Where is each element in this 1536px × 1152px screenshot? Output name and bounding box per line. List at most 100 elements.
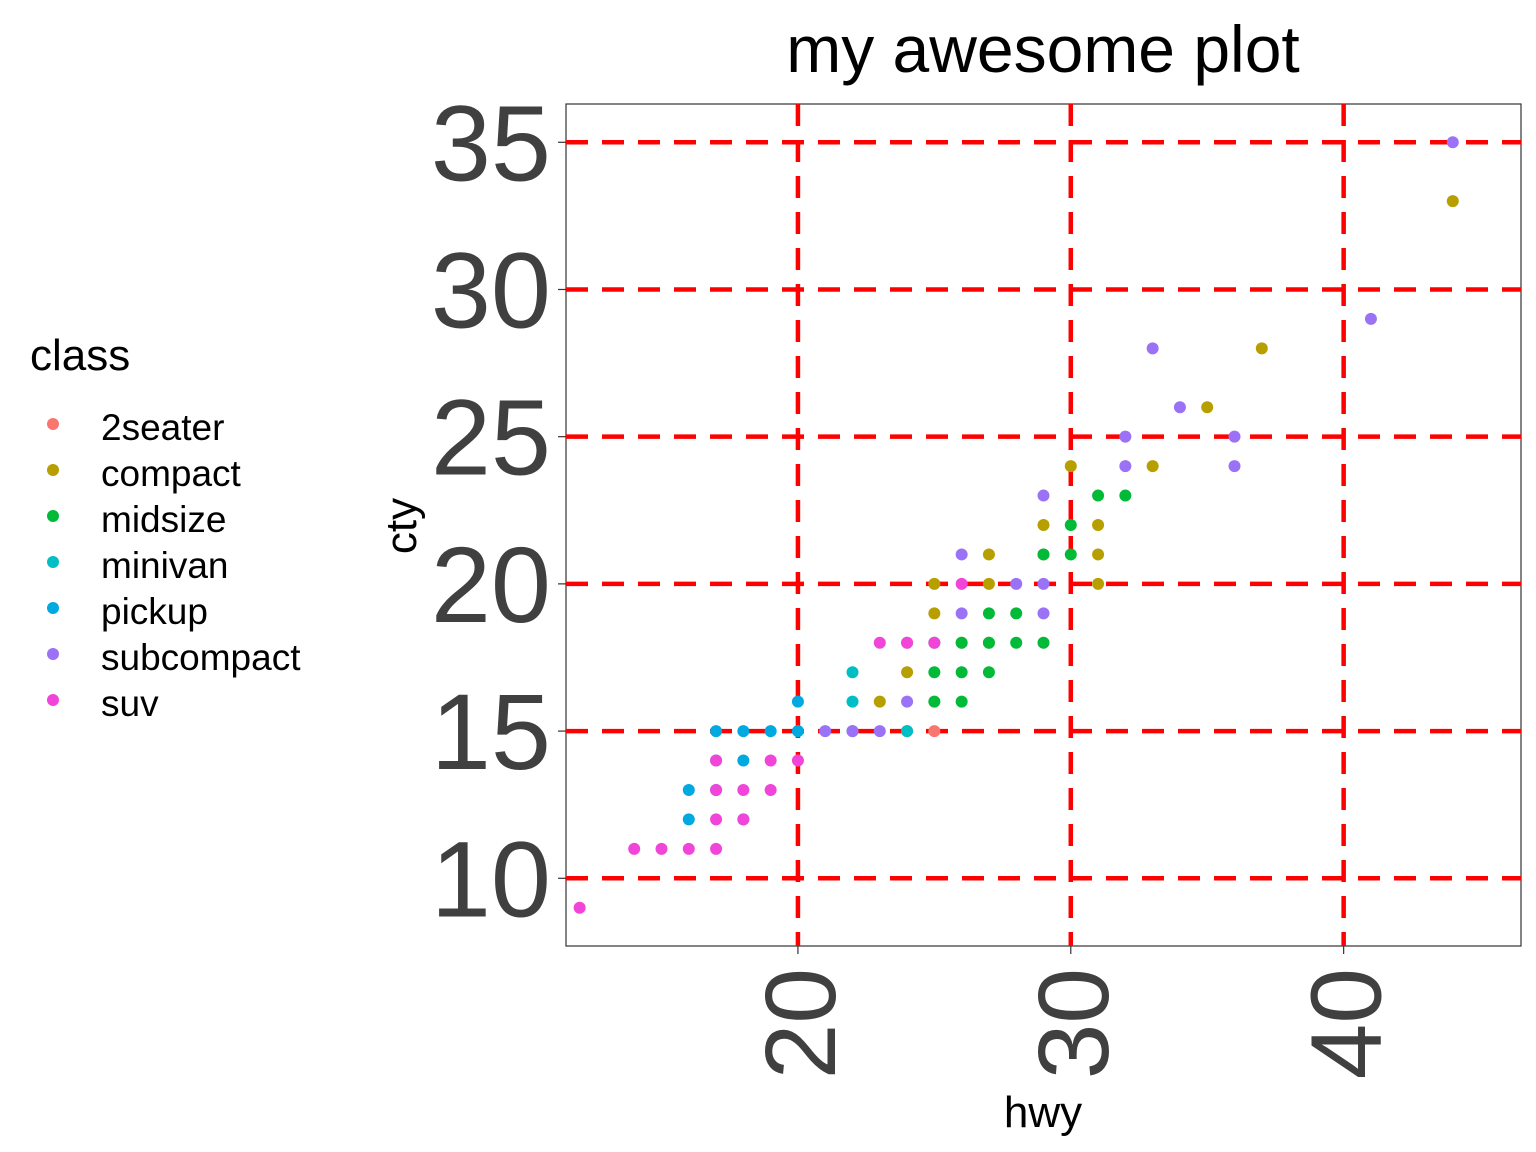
data-point-compact [982, 577, 995, 590]
legend-key-compact [47, 464, 59, 476]
data-point-suv [710, 783, 723, 796]
data-point-suv [737, 783, 750, 796]
data-point-suv [901, 636, 914, 649]
data-point-suv [764, 783, 777, 796]
legend-key-pickup [47, 602, 59, 614]
legend-label-compact: compact [101, 453, 242, 494]
y-axis-ticks: 10 15 20 25 30 35 [431, 82, 566, 939]
legend-key-2seater [47, 418, 59, 430]
data-point-suv [710, 813, 723, 826]
x-axis-title: hwy [1004, 1088, 1082, 1137]
data-point-midsize [1037, 636, 1050, 649]
data-point-compact [928, 607, 941, 620]
data-point-midsize [1092, 489, 1105, 502]
data-point-subcompact [1228, 430, 1241, 443]
data-point-compact [1092, 548, 1105, 561]
gridlines [566, 104, 1521, 946]
legend-label-minivan: minivan [101, 545, 229, 586]
data-point-subcompact [1364, 312, 1377, 325]
legend-key-midsize [47, 510, 59, 522]
x-tick-label: 30 [1018, 968, 1130, 1079]
chart-title: my awesome plot [786, 12, 1300, 86]
data-point-midsize [928, 695, 941, 708]
data-point-2seater [928, 725, 941, 738]
data-point-suv [955, 577, 968, 590]
data-point-subcompact [1010, 577, 1023, 590]
data-point-suv [791, 754, 804, 767]
data-point-subcompact [1037, 489, 1050, 502]
data-point-midsize [982, 666, 995, 679]
data-point-subcompact [1228, 460, 1241, 473]
data-point-subcompact [819, 725, 832, 738]
data-point-midsize [1037, 548, 1050, 561]
x-tick-label: 40 [1291, 968, 1403, 1079]
data-point-pickup [737, 754, 750, 767]
legend: class 2seater compact midsize minivan pickup… [30, 331, 301, 724]
legend-label-2seater: 2seater [101, 407, 224, 448]
data-point-compact [1064, 460, 1077, 473]
legend-label-midsize: midsize [101, 499, 226, 540]
x-tick-label: 20 [745, 968, 857, 1079]
data-point-subcompact [873, 725, 886, 738]
data-point-suv [764, 754, 777, 767]
data-point-subcompact [1119, 430, 1132, 443]
legend-key-minivan [47, 556, 59, 568]
data-point-suv [710, 754, 723, 767]
data-point-compact [1092, 577, 1105, 590]
data-point-midsize [982, 607, 995, 620]
data-point-midsize [955, 636, 968, 649]
data-point-pickup [682, 813, 695, 826]
data-point-compact [1037, 519, 1050, 531]
data-point-subcompact [1037, 577, 1050, 590]
data-point-pickup [737, 725, 750, 738]
data-point-subcompact [1037, 607, 1050, 620]
data-point-midsize [1064, 519, 1077, 531]
data-point-midsize [1119, 489, 1132, 502]
data-point-compact [901, 666, 914, 679]
data-point-minivan [901, 725, 914, 738]
data-point-midsize [1010, 636, 1023, 649]
data-point-midsize [1010, 607, 1023, 620]
data-point-subcompact [901, 695, 914, 708]
data-point-midsize [1064, 548, 1077, 561]
legend-title: class [30, 331, 130, 380]
data-point-subcompact [1173, 401, 1186, 414]
data-point-minivan [846, 666, 859, 679]
data-point-compact [1146, 460, 1159, 473]
data-point-midsize [955, 666, 968, 679]
y-tick-label: 20 [431, 524, 551, 645]
data-point-suv [682, 842, 695, 855]
data-point-pickup [764, 725, 777, 738]
data-point-compact [1446, 195, 1459, 208]
data-point-suv [710, 842, 723, 855]
data-point-subcompact [1446, 136, 1459, 149]
data-point-subcompact [1146, 342, 1159, 355]
y-tick-label: 30 [431, 229, 551, 350]
y-axis-title: cty [377, 498, 426, 554]
legend-label-suv: suv [101, 683, 159, 724]
data-point-subcompact [1119, 460, 1132, 473]
data-point-suv [628, 842, 641, 855]
data-point-suv [928, 636, 941, 649]
data-point-subcompact [955, 607, 968, 620]
data-point-subcompact [955, 548, 968, 561]
data-point-midsize [982, 636, 995, 649]
data-point-suv [873, 636, 886, 649]
data-points [573, 136, 1459, 914]
data-point-suv [573, 901, 586, 914]
legend-key-subcompact [47, 648, 59, 660]
y-tick-label: 35 [431, 82, 551, 203]
y-tick-label: 25 [431, 377, 551, 498]
legend-key-suv [47, 694, 59, 706]
y-tick-label: 15 [431, 671, 551, 792]
data-point-compact [1201, 401, 1214, 414]
y-tick-label: 10 [431, 818, 551, 939]
data-point-subcompact [846, 725, 859, 738]
data-point-pickup [791, 695, 804, 708]
data-point-suv [737, 813, 750, 826]
data-point-midsize [928, 666, 941, 679]
x-axis-ticks: 20 30 40 [745, 946, 1403, 1079]
data-point-compact [982, 548, 995, 561]
